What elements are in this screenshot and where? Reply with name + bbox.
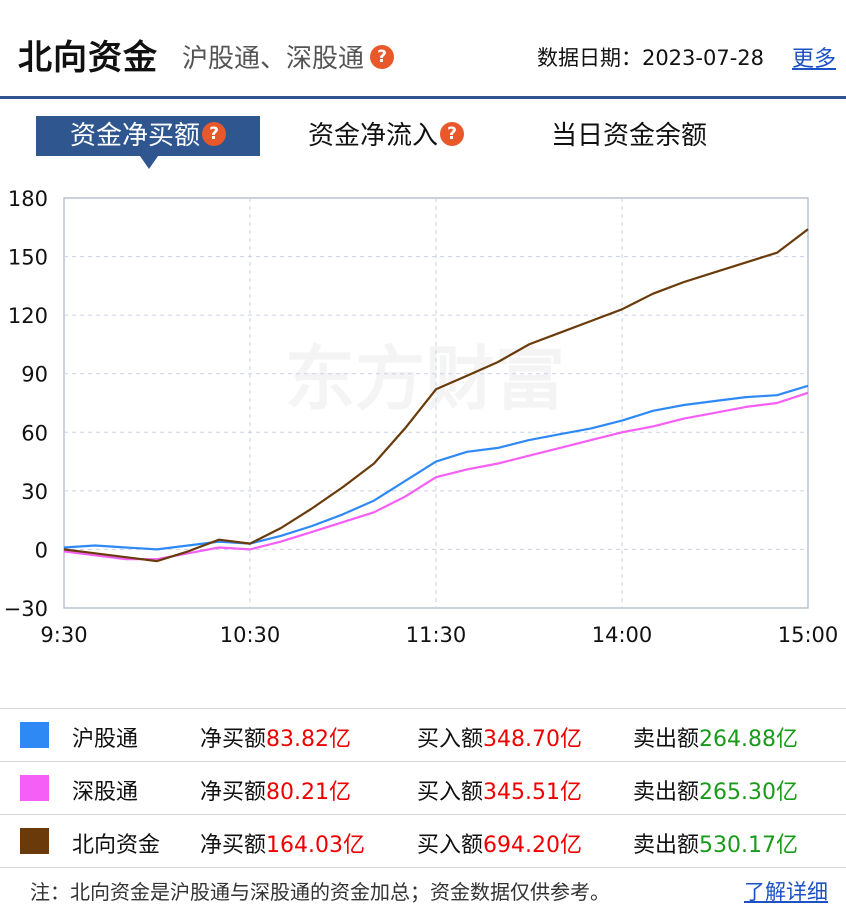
date-value: 2023-07-28 — [641, 46, 764, 70]
x-axis: 9:30 10:30 11:30 14:00 15:00 — [40, 623, 838, 647]
chart-series — [63, 228, 809, 563]
help-icon[interactable]: ? — [370, 44, 395, 69]
net-buy-cell: 净买额83.82亿 — [200, 721, 351, 753]
net-label: 净买额 — [200, 833, 267, 858]
series-line-2 — [63, 228, 809, 563]
sell-value: 530.17亿 — [699, 833, 798, 858]
chart-grid — [63, 197, 809, 609]
legend-row-hgt: 沪股通 净买额83.82亿 买入额348.70亿 卖出额264.88亿 — [0, 708, 846, 761]
series-name: 北向资金 — [72, 833, 161, 858]
net-value: 83.82亿 — [266, 727, 351, 752]
sell-label: 卖出额 — [633, 833, 700, 858]
header: 北向资金 沪股通、深股通? 数据日期：2023-07-28 更多 — [0, 0, 846, 96]
buy-cell: 买入额694.20亿 — [417, 827, 582, 859]
sell-label: 卖出额 — [633, 780, 700, 805]
tab-daily-balance[interactable]: 当日资金余额 — [551, 116, 707, 156]
page-subtitle: 沪股通、深股通? — [182, 38, 395, 75]
series-line-0 — [63, 384, 809, 551]
buy-value: 345.51亿 — [483, 780, 582, 805]
x-tick-label: 11:30 — [406, 623, 467, 647]
tab-net-inflow[interactable]: 资金净流入? — [308, 116, 465, 156]
buy-label: 买入额 — [417, 780, 484, 805]
x-tick-label: 10:30 — [220, 623, 281, 647]
net-buy-cell: 净买额80.21亿 — [200, 774, 351, 806]
net-buy-chart[interactable]: 东方财富 −30 0 30 60 90 120 150 180 9:30 10:30 11:30 1… — [0, 180, 846, 660]
y-tick-label: −30 — [4, 597, 48, 621]
help-icon[interactable]: ? — [440, 121, 465, 146]
sell-cell: 卖出额265.30亿 — [633, 774, 798, 806]
legend-table: 沪股通 净买额83.82亿 买入额348.70亿 卖出额264.88亿 深股通 … — [0, 708, 846, 868]
y-axis: −30 0 30 60 90 120 150 180 — [4, 187, 48, 621]
series-name: 沪股通 — [72, 727, 139, 752]
buy-value: 694.20亿 — [483, 833, 582, 858]
tab-bar: 资金净买额? 资金净流入? 当日资金余额 — [0, 112, 846, 169]
data-date: 数据日期：2023-07-28 — [537, 42, 764, 72]
legend-row-northbound: 北向资金 净买额164.03亿 买入额694.20亿 卖出额530.17亿 — [0, 814, 846, 868]
net-value: 80.21亿 — [266, 780, 351, 805]
tab-net-buy[interactable]: 资金净买额? — [36, 116, 260, 169]
buy-cell: 买入额345.51亿 — [417, 774, 582, 806]
help-icon[interactable]: ? — [202, 121, 226, 146]
net-value: 164.03亿 — [266, 833, 365, 858]
series-swatch — [20, 775, 49, 801]
buy-value: 348.70亿 — [483, 727, 582, 752]
tab-label: 资金净买额 — [69, 121, 200, 151]
buy-label: 买入额 — [417, 833, 484, 858]
y-tick-label: 120 — [8, 304, 48, 328]
y-tick-label: 180 — [8, 187, 48, 211]
learn-more-link[interactable]: 了解详细 — [744, 880, 828, 904]
footnote: 注：北向资金是沪股通与深股通的资金加总；资金数据仅供参考。 — [30, 880, 610, 904]
header-divider — [0, 96, 846, 99]
y-tick-label: 30 — [21, 480, 48, 504]
y-tick-label: 0 — [35, 538, 48, 562]
subtitle-text: 沪股通、深股通 — [182, 44, 365, 74]
more-link[interactable]: 更多 — [791, 47, 836, 72]
y-tick-label: 60 — [21, 421, 48, 445]
sell-cell: 卖出额530.17亿 — [633, 827, 798, 859]
buy-cell: 买入额348.70亿 — [417, 721, 582, 753]
buy-label: 买入额 — [417, 727, 484, 752]
y-tick-label: 90 — [21, 363, 48, 387]
sell-label: 卖出额 — [633, 727, 700, 752]
net-label: 净买额 — [200, 780, 267, 805]
page-title: 北向资金 — [18, 38, 158, 78]
y-tick-label: 150 — [8, 246, 48, 270]
tab-label: 当日资金余额 — [551, 121, 708, 151]
series-line-1 — [63, 391, 809, 561]
tab-label: 资金净流入 — [308, 121, 439, 151]
watermark-logo: 东方财富 — [285, 338, 565, 420]
x-tick-label: 15:00 — [778, 623, 839, 647]
date-label: 数据日期： — [536, 46, 642, 70]
x-tick-label: 9:30 — [40, 623, 87, 647]
sell-value: 264.88亿 — [699, 727, 798, 752]
net-label: 净买额 — [200, 727, 267, 752]
legend-row-sgt: 深股通 净买额80.21亿 买入额345.51亿 卖出额265.30亿 — [0, 761, 846, 814]
sell-value: 265.30亿 — [699, 780, 798, 805]
series-name: 深股通 — [72, 780, 139, 805]
net-buy-cell: 净买额164.03亿 — [200, 827, 365, 859]
x-tick-label: 14:00 — [592, 623, 653, 647]
series-swatch — [20, 722, 49, 748]
series-swatch — [20, 828, 49, 854]
sell-cell: 卖出额264.88亿 — [633, 721, 798, 753]
